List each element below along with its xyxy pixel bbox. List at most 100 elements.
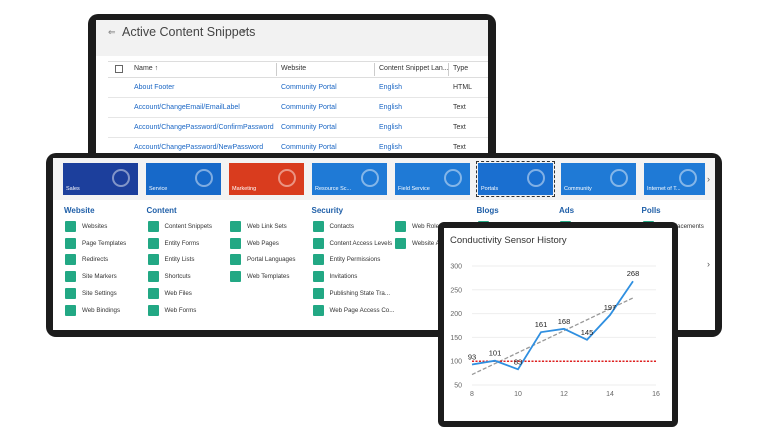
item-icon — [147, 304, 159, 316]
nav-item[interactable]: Contacts — [329, 223, 354, 230]
tile-icon — [679, 169, 697, 187]
tile[interactable]: Portals — [476, 161, 555, 197]
nav-item[interactable]: Web Pages — [247, 239, 279, 247]
data-label: 101 — [489, 349, 502, 358]
nav-item[interactable]: Entity Forms — [164, 239, 200, 247]
item-icon — [312, 304, 324, 316]
tile-label: Marketing — [232, 186, 257, 192]
link[interactable]: English — [379, 144, 402, 151]
nav-item[interactable]: Content Access Levels — [329, 239, 393, 247]
item-icon — [147, 254, 159, 266]
nav-item[interactable]: Web Bindings — [82, 306, 121, 314]
nav-item[interactable]: Portal Languages — [247, 256, 296, 264]
nav-item[interactable]: Web Files — [164, 289, 192, 297]
tile-icon — [361, 169, 379, 187]
tile[interactable]: Field Service — [395, 163, 470, 195]
cell: Text — [453, 124, 466, 131]
column-header: Type — [453, 65, 469, 72]
nav-item[interactable]: Content Snippets — [164, 223, 212, 230]
tile[interactable]: Service — [146, 163, 221, 195]
tile-icon — [195, 169, 213, 187]
tile-label: Portals — [481, 186, 499, 192]
link[interactable]: Account/ChangePassword/ConfirmPassword — [134, 124, 274, 131]
cell: Text — [453, 144, 466, 151]
tile-label: Internet of T... — [647, 186, 681, 192]
nav-item[interactable]: Site Markers — [82, 273, 117, 281]
tile[interactable]: Sales — [63, 163, 138, 195]
row-divider — [108, 97, 488, 98]
row-divider — [108, 117, 488, 118]
nav-item[interactable]: Web Page Access Co... — [329, 306, 395, 314]
column-header: Website — [281, 65, 307, 72]
checkbox — [115, 65, 123, 73]
tile-label: Sales — [66, 186, 80, 192]
x-tick-label: 14 — [606, 391, 614, 398]
nav-item[interactable]: Site Settings — [82, 289, 117, 297]
item-icon — [395, 221, 406, 232]
x-tick-label: 16 — [652, 391, 660, 398]
tile[interactable]: Resource Sc... — [312, 163, 387, 195]
tile[interactable]: Marketing — [229, 163, 304, 195]
list-title: Active Content Snippets — [122, 25, 256, 39]
tile[interactable]: Community — [561, 163, 636, 195]
y-tick-label: 50 — [454, 383, 462, 390]
item-icon — [230, 221, 241, 232]
link[interactable]: English — [379, 84, 402, 91]
item-icon — [147, 221, 159, 232]
chart-card: Conductivity Sensor History 50 100 150 200 25… — [444, 228, 672, 421]
nav-item[interactable]: Entity Permissions — [329, 256, 381, 264]
tile-icon — [278, 169, 296, 187]
item-icon — [65, 287, 76, 299]
link[interactable]: Account/ChangeEmail/EmailLabel — [134, 104, 240, 111]
nav-item[interactable]: Redirects — [82, 256, 109, 264]
item-icon — [147, 287, 159, 299]
row-divider — [108, 137, 488, 138]
tile-label: Field Service — [398, 186, 430, 192]
link[interactable]: English — [379, 124, 402, 131]
tile-label: Service — [149, 186, 168, 192]
link[interactable]: Community Portal — [281, 84, 337, 91]
nav-item[interactable]: Publishing State Tra... — [329, 289, 391, 297]
section-heading: Ads — [559, 206, 575, 215]
link[interactable]: Community Portal — [281, 124, 337, 131]
link[interactable]: Community Portal — [281, 144, 337, 151]
item-icon — [395, 237, 406, 249]
item-icon — [65, 271, 76, 283]
item-icon — [65, 254, 76, 266]
tile-icon — [444, 169, 462, 187]
tile-icon — [527, 169, 545, 187]
header-bar — [96, 20, 488, 56]
data-label: 161 — [535, 320, 548, 329]
nav-item[interactable]: Web Roles — [412, 223, 443, 230]
nav-item[interactable]: Web Templates — [247, 273, 290, 281]
link[interactable]: English — [379, 104, 402, 111]
data-label: 168 — [558, 317, 571, 326]
nav-item[interactable]: Website Acc... — [412, 239, 452, 247]
item-icon — [65, 304, 76, 316]
item-icon — [312, 254, 324, 266]
cell: Text — [453, 104, 466, 111]
nav-item[interactable]: Web Link Sets — [247, 223, 287, 230]
table-header — [108, 61, 488, 78]
nav-item[interactable]: Web Forms — [164, 306, 197, 314]
y-tick-label: 250 — [450, 287, 462, 294]
x-tick-label: 10 — [514, 391, 522, 398]
section-heading: Website — [64, 206, 95, 215]
nav-item[interactable]: Poll Placements — [659, 223, 704, 230]
data-label: 197 — [604, 303, 617, 312]
nav-item[interactable]: Shortcuts — [164, 273, 191, 281]
section-heading: Polls — [641, 206, 661, 215]
link[interactable]: Account/ChangePassword/NewPassword — [134, 144, 264, 151]
nav-item[interactable]: Invitations — [329, 273, 358, 281]
data-label: 83 — [514, 357, 522, 366]
nav-item[interactable]: Entity Lists — [164, 256, 195, 264]
nav-item[interactable]: Websites — [82, 223, 108, 230]
link[interactable]: Community Portal — [281, 104, 337, 111]
nav-item[interactable]: Page Templates — [82, 239, 127, 247]
scroll-arrow: › — [707, 259, 710, 269]
column-header: Name ↑ — [134, 65, 159, 72]
tile-icon — [112, 169, 130, 187]
item-icon — [147, 237, 159, 249]
tile[interactable]: Internet of T... — [644, 163, 705, 195]
link[interactable]: About Footer — [134, 84, 175, 91]
